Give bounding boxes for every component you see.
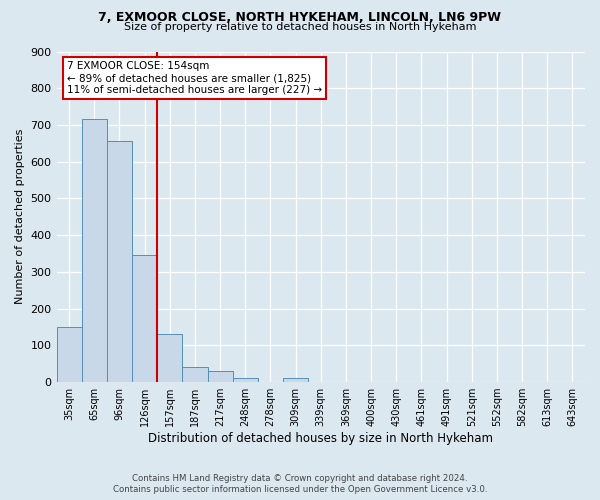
Bar: [107, 142, 132, 382]
Bar: [82, 120, 107, 382]
Text: Contains HM Land Registry data © Crown copyright and database right 2024.
Contai: Contains HM Land Registry data © Crown c…: [113, 474, 487, 494]
Y-axis label: Number of detached properties: Number of detached properties: [15, 129, 25, 304]
Bar: [157, 334, 182, 382]
Text: 7 EXMOOR CLOSE: 154sqm
← 89% of detached houses are smaller (1,825)
11% of semi-: 7 EXMOOR CLOSE: 154sqm ← 89% of detached…: [67, 62, 322, 94]
Text: 7, EXMOOR CLOSE, NORTH HYKEHAM, LINCOLN, LN6 9PW: 7, EXMOOR CLOSE, NORTH HYKEHAM, LINCOLN,…: [98, 11, 502, 24]
Bar: [233, 378, 258, 382]
Bar: [208, 371, 233, 382]
Bar: [283, 378, 308, 382]
Text: Size of property relative to detached houses in North Hykeham: Size of property relative to detached ho…: [124, 22, 476, 32]
Bar: [56, 327, 82, 382]
Bar: [182, 368, 208, 382]
Bar: [132, 256, 157, 382]
X-axis label: Distribution of detached houses by size in North Hykeham: Distribution of detached houses by size …: [148, 432, 493, 445]
